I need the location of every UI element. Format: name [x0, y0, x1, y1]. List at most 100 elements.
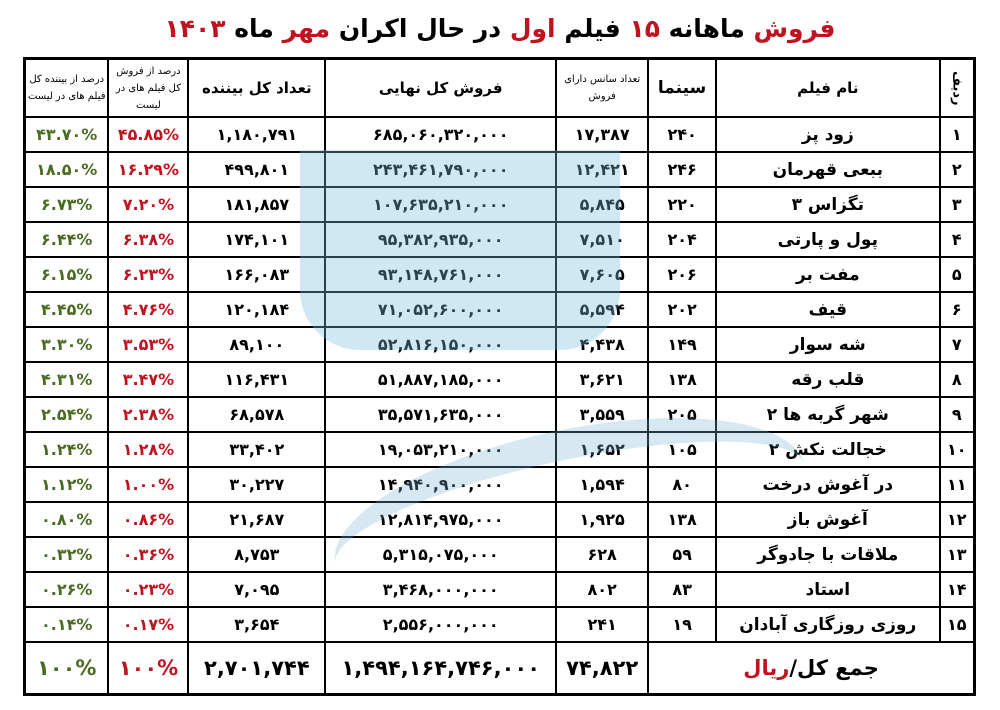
cell-sales: ۳,۴۶۸,۰۰۰,۰۰۰	[324, 571, 558, 608]
table-row: ۱۲ آغوش باز ۱۳۸ ۱,۹۲۵ ۱۲,۸۱۴,۹۷۵,۰۰۰ ۲۱,۶۸۷ ۰.…	[23, 501, 976, 538]
cell-cinemas: ۲۰۲	[647, 291, 718, 328]
cell-rank: ۳	[938, 186, 976, 223]
cell-pct-viewers: ۴۳.۷۰%	[23, 116, 110, 153]
cell-rank: ۵	[938, 256, 976, 293]
cell-sales: ۱۴,۹۴۰,۹۰۰,۰۰۰	[324, 466, 558, 503]
total-row: جمع کل/ریال ۷۴,۸۲۲ ۱,۴۹۴,۱۶۴,۷۴۶,۰۰۰ ۲,۷…	[23, 641, 976, 696]
header-viewers: تعداد کل بیننده	[187, 57, 327, 118]
total-sessions: ۷۴,۸۲۲	[555, 641, 650, 696]
cell-cinemas: ۱۰۵	[647, 431, 718, 468]
cell-sessions: ۷,۶۰۵	[555, 256, 650, 293]
header-pct-viewers: درصد از بیننده کل فیلم های در لیست	[23, 57, 110, 118]
cell-pct-sales: ۱۶.۲۹%	[107, 151, 190, 188]
cell-rank: ۲	[938, 151, 976, 188]
table-row: ۶ قیف ۲۰۲ ۵,۵۹۴ ۷۱,۰۵۲,۶۰۰,۰۰۰ ۱۲۰,۱۸۴ ۴.۷۶% ۴.…	[23, 291, 976, 328]
cell-sales: ۲۴۳,۴۶۱,۷۹۰,۰۰۰	[324, 151, 558, 188]
cell-pct-viewers: ۰.۱۴%	[23, 606, 110, 643]
cell-sessions: ۳,۶۲۱	[555, 361, 650, 398]
cell-pct-sales: ۳.۴۷%	[107, 361, 190, 398]
cell-viewers: ۳,۶۵۴	[187, 606, 327, 643]
cell-sessions: ۲۴۱	[555, 606, 650, 643]
cell-viewers: ۱۷۴,۱۰۱	[187, 221, 327, 258]
cell-viewers: ۱۱۶,۴۳۱	[187, 361, 327, 398]
table-row: ۱۴ استاد ۸۳ ۸۰۲ ۳,۴۶۸,۰۰۰,۰۰۰ ۷,۰۹۵ ۰.۲۳% ۰.۲۶%	[23, 571, 976, 608]
cell-pct-viewers: ۰.۸۰%	[23, 501, 110, 538]
header-sales: فروش کل نهایی	[324, 57, 558, 118]
cell-viewers: ۸,۷۵۳	[187, 536, 327, 573]
cell-name: تگزاس ۳	[715, 186, 941, 223]
total-viewers: ۲,۷۰۱,۷۴۴	[187, 641, 327, 696]
total-pct-sales: ۱۰۰%	[107, 641, 190, 696]
cell-pct-viewers: ۱.۱۲%	[23, 466, 110, 503]
cell-sales: ۳۵,۵۷۱,۶۳۵,۰۰۰	[324, 396, 558, 433]
cell-cinemas: ۸۰	[647, 466, 718, 503]
cell-rank: ۴	[938, 221, 976, 258]
cell-rank: ۷	[938, 326, 976, 363]
table-row: ۲ ببعی قهرمان ۲۴۶ ۱۲,۴۲۱ ۲۴۳,۴۶۱,۷۹۰,۰۰۰ ۴۹۹,…	[23, 151, 976, 188]
cell-viewers: ۱,۱۸۰,۷۹۱	[187, 116, 327, 153]
cell-name: شه سوار	[715, 326, 941, 363]
cell-sessions: ۳,۵۵۹	[555, 396, 650, 433]
cell-rank: ۱	[938, 116, 976, 153]
header-sessions: تعداد سانس دارای فروش	[555, 57, 650, 118]
cell-cinemas: ۲۰۴	[647, 221, 718, 258]
cell-pct-viewers: ۲.۵۴%	[23, 396, 110, 433]
cell-viewers: ۳۳,۴۰۲	[187, 431, 327, 468]
table-row: ۴ پول و پارتی ۲۰۴ ۷,۵۱۰ ۹۵,۳۸۲,۹۳۵,۰۰۰ ۱۷۴,۱۰…	[23, 221, 976, 258]
total-sales: ۱,۴۹۴,۱۶۴,۷۴۶,۰۰۰	[324, 641, 558, 696]
cell-name: مفت بر	[715, 256, 941, 293]
cell-cinemas: ۱۳۸	[647, 501, 718, 538]
cell-name: قلب رقه	[715, 361, 941, 398]
table-row: ۳ تگزاس ۳ ۲۲۰ ۵,۸۴۵ ۱۰۷,۶۳۵,۲۱۰,۰۰۰ ۱۸۱,۸۵۷ ۷.…	[23, 186, 976, 223]
cell-name: شهر گربه ها ۲	[715, 396, 941, 433]
cell-sessions: ۴,۴۳۸	[555, 326, 650, 363]
cell-sessions: ۶۲۸	[555, 536, 650, 573]
cell-name: قیف	[715, 291, 941, 328]
table-row: ۱۰ خجالت نکش ۲ ۱۰۵ ۱,۶۵۲ ۱۹,۰۵۳,۲۱۰,۰۰۰ ۳۳,۴۰…	[23, 431, 976, 468]
cell-rank: ۱۰	[938, 431, 976, 468]
cell-pct-sales: ۶.۲۳%	[107, 256, 190, 293]
cell-sessions: ۸۰۲	[555, 571, 650, 608]
cell-pct-viewers: ۱۸.۵۰%	[23, 151, 110, 188]
header-rank: ردیف	[938, 57, 976, 118]
cell-pct-sales: ۲.۳۸%	[107, 396, 190, 433]
page-title: فروش ماهانه ۱۵ فیلم اول در حال اکران مهر…	[164, 14, 836, 43]
cell-cinemas: ۲۲۰	[647, 186, 718, 223]
cell-pct-viewers: ۶.۷۳%	[23, 186, 110, 223]
cell-viewers: ۲۱,۶۸۷	[187, 501, 327, 538]
cell-sessions: ۱۲,۴۲۱	[555, 151, 650, 188]
cell-name: خجالت نکش ۲	[715, 431, 941, 468]
cell-viewers: ۸۹,۱۰۰	[187, 326, 327, 363]
cell-cinemas: ۵۹	[647, 536, 718, 573]
table-row: ۱۱ در آغوش درخت ۸۰ ۱,۵۹۴ ۱۴,۹۴۰,۹۰۰,۰۰۰ ۳۰,۲۲…	[23, 466, 976, 503]
total-label: جمع کل/ریال	[647, 641, 976, 696]
cell-cinemas: ۲۴۰	[647, 116, 718, 153]
cell-viewers: ۱۲۰,۱۸۴	[187, 291, 327, 328]
cell-rank: ۱۲	[938, 501, 976, 538]
header-name: نام فیلم	[715, 57, 941, 118]
cell-sales: ۹۳,۱۴۸,۷۶۱,۰۰۰	[324, 256, 558, 293]
cell-pct-viewers: ۴.۴۵%	[23, 291, 110, 328]
cell-rank: ۱۴	[938, 571, 976, 608]
table-row: ۵ مفت بر ۲۰۶ ۷,۶۰۵ ۹۳,۱۴۸,۷۶۱,۰۰۰ ۱۶۶,۰۸۳ ۶.۲۳…	[23, 256, 976, 293]
cell-pct-viewers: ۰.۲۶%	[23, 571, 110, 608]
cell-cinemas: ۸۳	[647, 571, 718, 608]
cell-cinemas: ۱۹	[647, 606, 718, 643]
cell-viewers: ۱۶۶,۰۸۳	[187, 256, 327, 293]
cell-viewers: ۱۸۱,۸۵۷	[187, 186, 327, 223]
cell-pct-sales: ۰.۸۶%	[107, 501, 190, 538]
cell-sessions: ۱,۹۲۵	[555, 501, 650, 538]
cell-pct-sales: ۰.۲۳%	[107, 571, 190, 608]
cell-pct-sales: ۳.۵۳%	[107, 326, 190, 363]
table-row: ۱۵ روزی روزگاری آبادان ۱۹ ۲۴۱ ۲,۵۵۶,۰۰۰,۰۰۰ ۳…	[23, 606, 976, 643]
cell-pct-sales: ۰.۱۷%	[107, 606, 190, 643]
cell-viewers: ۴۹۹,۸۰۱	[187, 151, 327, 188]
cell-rank: ۱۵	[938, 606, 976, 643]
header-pct-sales: درصد از فروش کل فیلم های در لیست	[107, 57, 190, 118]
cell-name: ملاقات با جادوگر	[715, 536, 941, 573]
cell-sessions: ۱,۶۵۲	[555, 431, 650, 468]
table-row: ۹ شهر گربه ها ۲ ۲۰۵ ۳,۵۵۹ ۳۵,۵۷۱,۶۳۵,۰۰۰ ۶۸,۵…	[23, 396, 976, 433]
cell-sales: ۵,۳۱۵,۰۷۵,۰۰۰	[324, 536, 558, 573]
cell-pct-sales: ۱.۰۰%	[107, 466, 190, 503]
cell-pct-sales: ۴۵.۸۵%	[107, 116, 190, 153]
